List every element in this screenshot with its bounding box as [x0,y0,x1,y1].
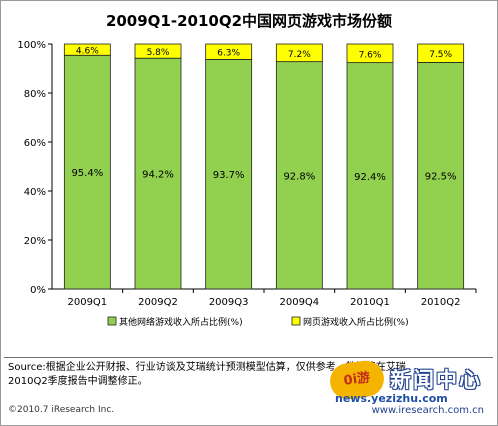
data-label-web-games: 6.3% [217,49,240,59]
source-note: Source:根据企业公开财报、行业访谈及艾瑞统计预测模型估算，仅供参考。数据将… [8,361,478,389]
x-tick-label: 2010Q1 [350,297,390,308]
legend-label-web-games: 网页游戏收入所占比例(%) [303,316,409,328]
data-label-web-games: 4.6% [76,47,99,57]
bar-web-games [134,43,182,59]
bar-other-games [134,57,182,290]
bar-web-games [346,43,394,64]
data-label-web-games: 5.8% [147,48,170,58]
x-tick-label: 2009Q3 [209,297,249,308]
data-label-web-games: 7.5% [429,50,452,60]
data-label-other-games: 95.4% [71,168,103,179]
y-tick-label: 60% [24,138,46,149]
legend-swatch-other-games [107,316,117,326]
bar-other-games [63,54,111,290]
data-label-web-games: 7.6% [359,50,382,60]
watermark-text: 新闻中心 [390,368,482,392]
bar-other-games [417,61,465,290]
watermark-url: news.yezizhu.com [335,392,448,405]
data-label-other-games: 92.4% [354,172,386,183]
website-text: www.iresearch.com.cn [371,405,484,416]
bar-other-games [346,62,394,290]
y-tick-label: 80% [24,89,46,100]
y-tick-label: 40% [24,187,46,198]
x-tick-label: 2009Q4 [279,297,319,308]
y-tick-label: 20% [24,236,46,247]
bar-web-games [205,43,253,60]
x-tick-label: 2010Q2 [421,297,461,308]
bar-web-games [417,43,465,63]
x-tick-label: 2009Q2 [138,297,178,308]
x-tick-label: 2009Q1 [67,297,107,308]
bar-web-games [63,43,111,56]
copyright-text: ©2010.7 iResearch Inc. [8,405,115,415]
data-label-other-games: 94.2% [142,170,174,181]
data-label-other-games: 92.5% [425,172,457,183]
footer-separator [4,357,493,358]
watermark: 0i游 新闻中心 [327,358,488,406]
source-line-2: 2010Q2季度报告中调整修正。 [8,376,148,387]
data-label-web-games: 7.2% [288,50,311,60]
source-line-1: Source:根据企业公开财报、行业访谈及艾瑞统计预测模型估算，仅供参考。数据将… [8,362,406,373]
bar-other-games [205,59,253,290]
y-tick-label: 100% [17,40,46,51]
legend-label-other-games: 其他网络游戏收入所占比例(%) [119,316,243,328]
bar-web-games [275,43,323,63]
bar-other-games [275,61,323,290]
legend-swatch-web-games [291,316,301,326]
data-label-other-games: 93.7% [213,170,245,181]
y-tick-label: 0% [30,285,46,296]
data-label-other-games: 92.8% [283,171,315,182]
chart-title: 2009Q1-2010Q2中国网页游戏市场份额 [105,12,393,30]
